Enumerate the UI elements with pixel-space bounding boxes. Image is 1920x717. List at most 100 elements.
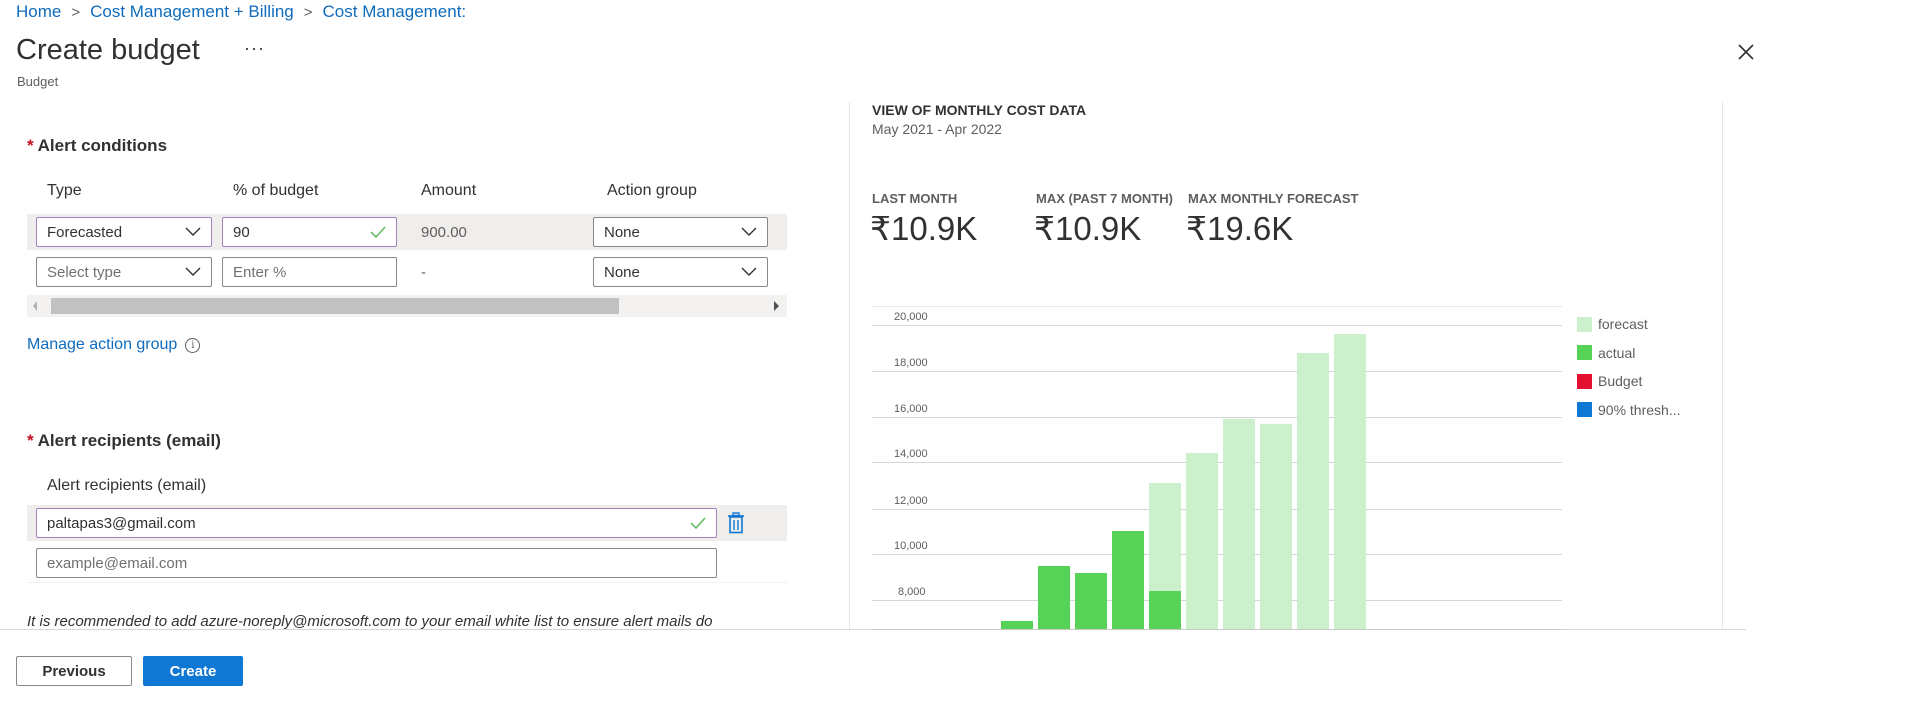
checkmark-icon (690, 517, 706, 529)
breadcrumb-separator-icon: > (303, 3, 313, 21)
action-group-value: None (604, 263, 640, 281)
stat-forecast-value: ₹19.6K (1186, 210, 1294, 247)
type-dropdown-value: Forecasted (47, 223, 123, 241)
info-icon[interactable]: i (185, 338, 201, 353)
type-dropdown[interactable]: Forecasted (36, 217, 212, 247)
x-axis (872, 629, 1562, 630)
monthly-cost-chart: 20,000 18,000 16,000 14,000 12,000 10,00… (872, 300, 1562, 630)
percent-placeholder: Enter % (233, 263, 287, 281)
column-header-type: Type (47, 182, 82, 199)
breadcrumb-cost-management-billing[interactable]: Cost Management + Billing (90, 2, 294, 21)
email-placeholder: example@email.com (47, 554, 188, 572)
legend-label: 90% thresh... (1598, 401, 1681, 418)
close-button[interactable] (1734, 40, 1758, 64)
stat-max-value: ₹10.9K (1034, 210, 1142, 247)
cost-panel-range: May 2021 - Apr 2022 (872, 121, 1002, 137)
percent-of-budget-input[interactable]: 90 (222, 217, 397, 247)
actual-bar[interactable] (1149, 590, 1181, 629)
required-marker: * (27, 136, 34, 155)
breadcrumb-home[interactable]: Home (16, 2, 62, 21)
gridline (872, 417, 1562, 418)
y-tick: 16,000 (894, 403, 928, 415)
manage-action-group: Manage action group i (27, 336, 201, 354)
legend-item-actual[interactable]: actual (1577, 339, 1681, 368)
chevron-down-icon (741, 267, 757, 276)
panel-divider (849, 102, 850, 629)
previous-button[interactable]: Previous (16, 656, 132, 686)
actual-bar[interactable] (1001, 620, 1033, 629)
breadcrumb: Home > Cost Management + Billing > Cost … (16, 2, 466, 22)
legend-item-budget[interactable]: Budget (1577, 367, 1681, 396)
checkmark-icon (370, 226, 386, 238)
legend-label: forecast (1598, 316, 1648, 333)
forecast-bar[interactable] (1297, 352, 1329, 629)
alert-recipients-heading-text: Alert recipients (email) (37, 431, 221, 450)
gridline (872, 371, 1562, 372)
chart-legend: forecast actual Budget 90% thresh... (1577, 310, 1681, 424)
gridline (872, 306, 1562, 307)
scrollbar-thumb[interactable] (51, 298, 619, 314)
chevron-down-icon (185, 227, 201, 236)
email-field[interactable]: paltapas3@gmail.com (36, 508, 717, 538)
forecast-bar[interactable] (1223, 418, 1255, 629)
action-group-dropdown[interactable]: None (593, 217, 768, 247)
required-marker: * (27, 431, 34, 450)
alert-conditions-heading-text: Alert conditions (37, 136, 168, 155)
recipient-divider (27, 582, 787, 583)
table-horizontal-scrollbar[interactable] (27, 295, 787, 317)
panel-divider (1722, 102, 1723, 629)
breadcrumb-cost-management[interactable]: Cost Management: (322, 2, 467, 21)
whitelist-note: It is recommended to add azure-noreply@m… (27, 613, 713, 630)
budget-swatch-icon (1577, 373, 1592, 389)
column-header-amount: Amount (421, 182, 477, 199)
legend-label: Budget (1598, 373, 1643, 390)
alert-conditions-heading: * Alert conditions (27, 136, 167, 156)
column-header-action-group: Action group (607, 182, 697, 199)
actual-swatch-icon (1577, 345, 1592, 361)
chevron-down-icon (741, 227, 757, 236)
legend-item-threshold[interactable]: 90% thresh... (1577, 396, 1681, 425)
y-tick: 14,000 (894, 448, 928, 460)
breadcrumb-separator-icon: > (71, 3, 81, 21)
scroll-right-arrow-icon[interactable] (774, 301, 779, 311)
column-header-recipients: Alert recipients (email) (47, 477, 207, 494)
manage-action-group-link[interactable]: Manage action group (27, 336, 178, 353)
forecast-bar[interactable] (1260, 423, 1292, 629)
percent-of-budget-input-new[interactable]: Enter % (222, 257, 397, 287)
gridline (872, 325, 1562, 326)
amount-value: 900.00 (421, 224, 467, 241)
actual-bar[interactable] (1038, 565, 1070, 629)
alert-recipients-heading: * Alert recipients (email) (27, 431, 221, 451)
stat-max-label: MAX (PAST 7 MONTH) (1036, 191, 1173, 206)
delete-recipient-button[interactable] (727, 512, 745, 534)
forecast-bar[interactable] (1334, 334, 1366, 629)
cost-panel-title: VIEW OF MONTHLY COST DATA (872, 102, 1087, 118)
close-icon (1738, 44, 1754, 60)
amount-value-empty: - (421, 264, 426, 281)
more-options-button[interactable]: ··· (244, 38, 265, 58)
legend-item-forecast[interactable]: forecast (1577, 310, 1681, 339)
legend-label: actual (1598, 344, 1636, 361)
scroll-left-arrow-icon[interactable] (33, 301, 37, 311)
forecast-bar[interactable] (1186, 453, 1218, 629)
actual-bar[interactable] (1112, 531, 1144, 629)
y-tick: 8,000 (898, 586, 926, 598)
actual-bar[interactable] (1075, 572, 1107, 629)
column-header-percent: % of budget (233, 182, 319, 199)
y-tick: 18,000 (894, 357, 928, 369)
stat-forecast-label: MAX MONTHLY FORECAST (1188, 191, 1359, 206)
email-value: paltapas3@gmail.com (47, 514, 196, 532)
type-dropdown-new[interactable]: Select type (36, 257, 212, 287)
percent-value: 90 (233, 223, 250, 241)
y-tick: 10,000 (894, 540, 928, 552)
email-field-new[interactable]: example@email.com (36, 548, 717, 578)
create-button[interactable]: Create (143, 656, 243, 686)
action-group-value: None (604, 223, 640, 241)
stat-last-month-value: ₹10.9K (870, 210, 978, 247)
forecast-swatch-icon (1577, 316, 1592, 332)
chevron-down-icon (185, 267, 201, 276)
type-dropdown-placeholder: Select type (47, 263, 122, 281)
y-tick: 12,000 (894, 495, 928, 507)
action-group-dropdown-new[interactable]: None (593, 257, 768, 287)
trash-icon (728, 512, 744, 534)
